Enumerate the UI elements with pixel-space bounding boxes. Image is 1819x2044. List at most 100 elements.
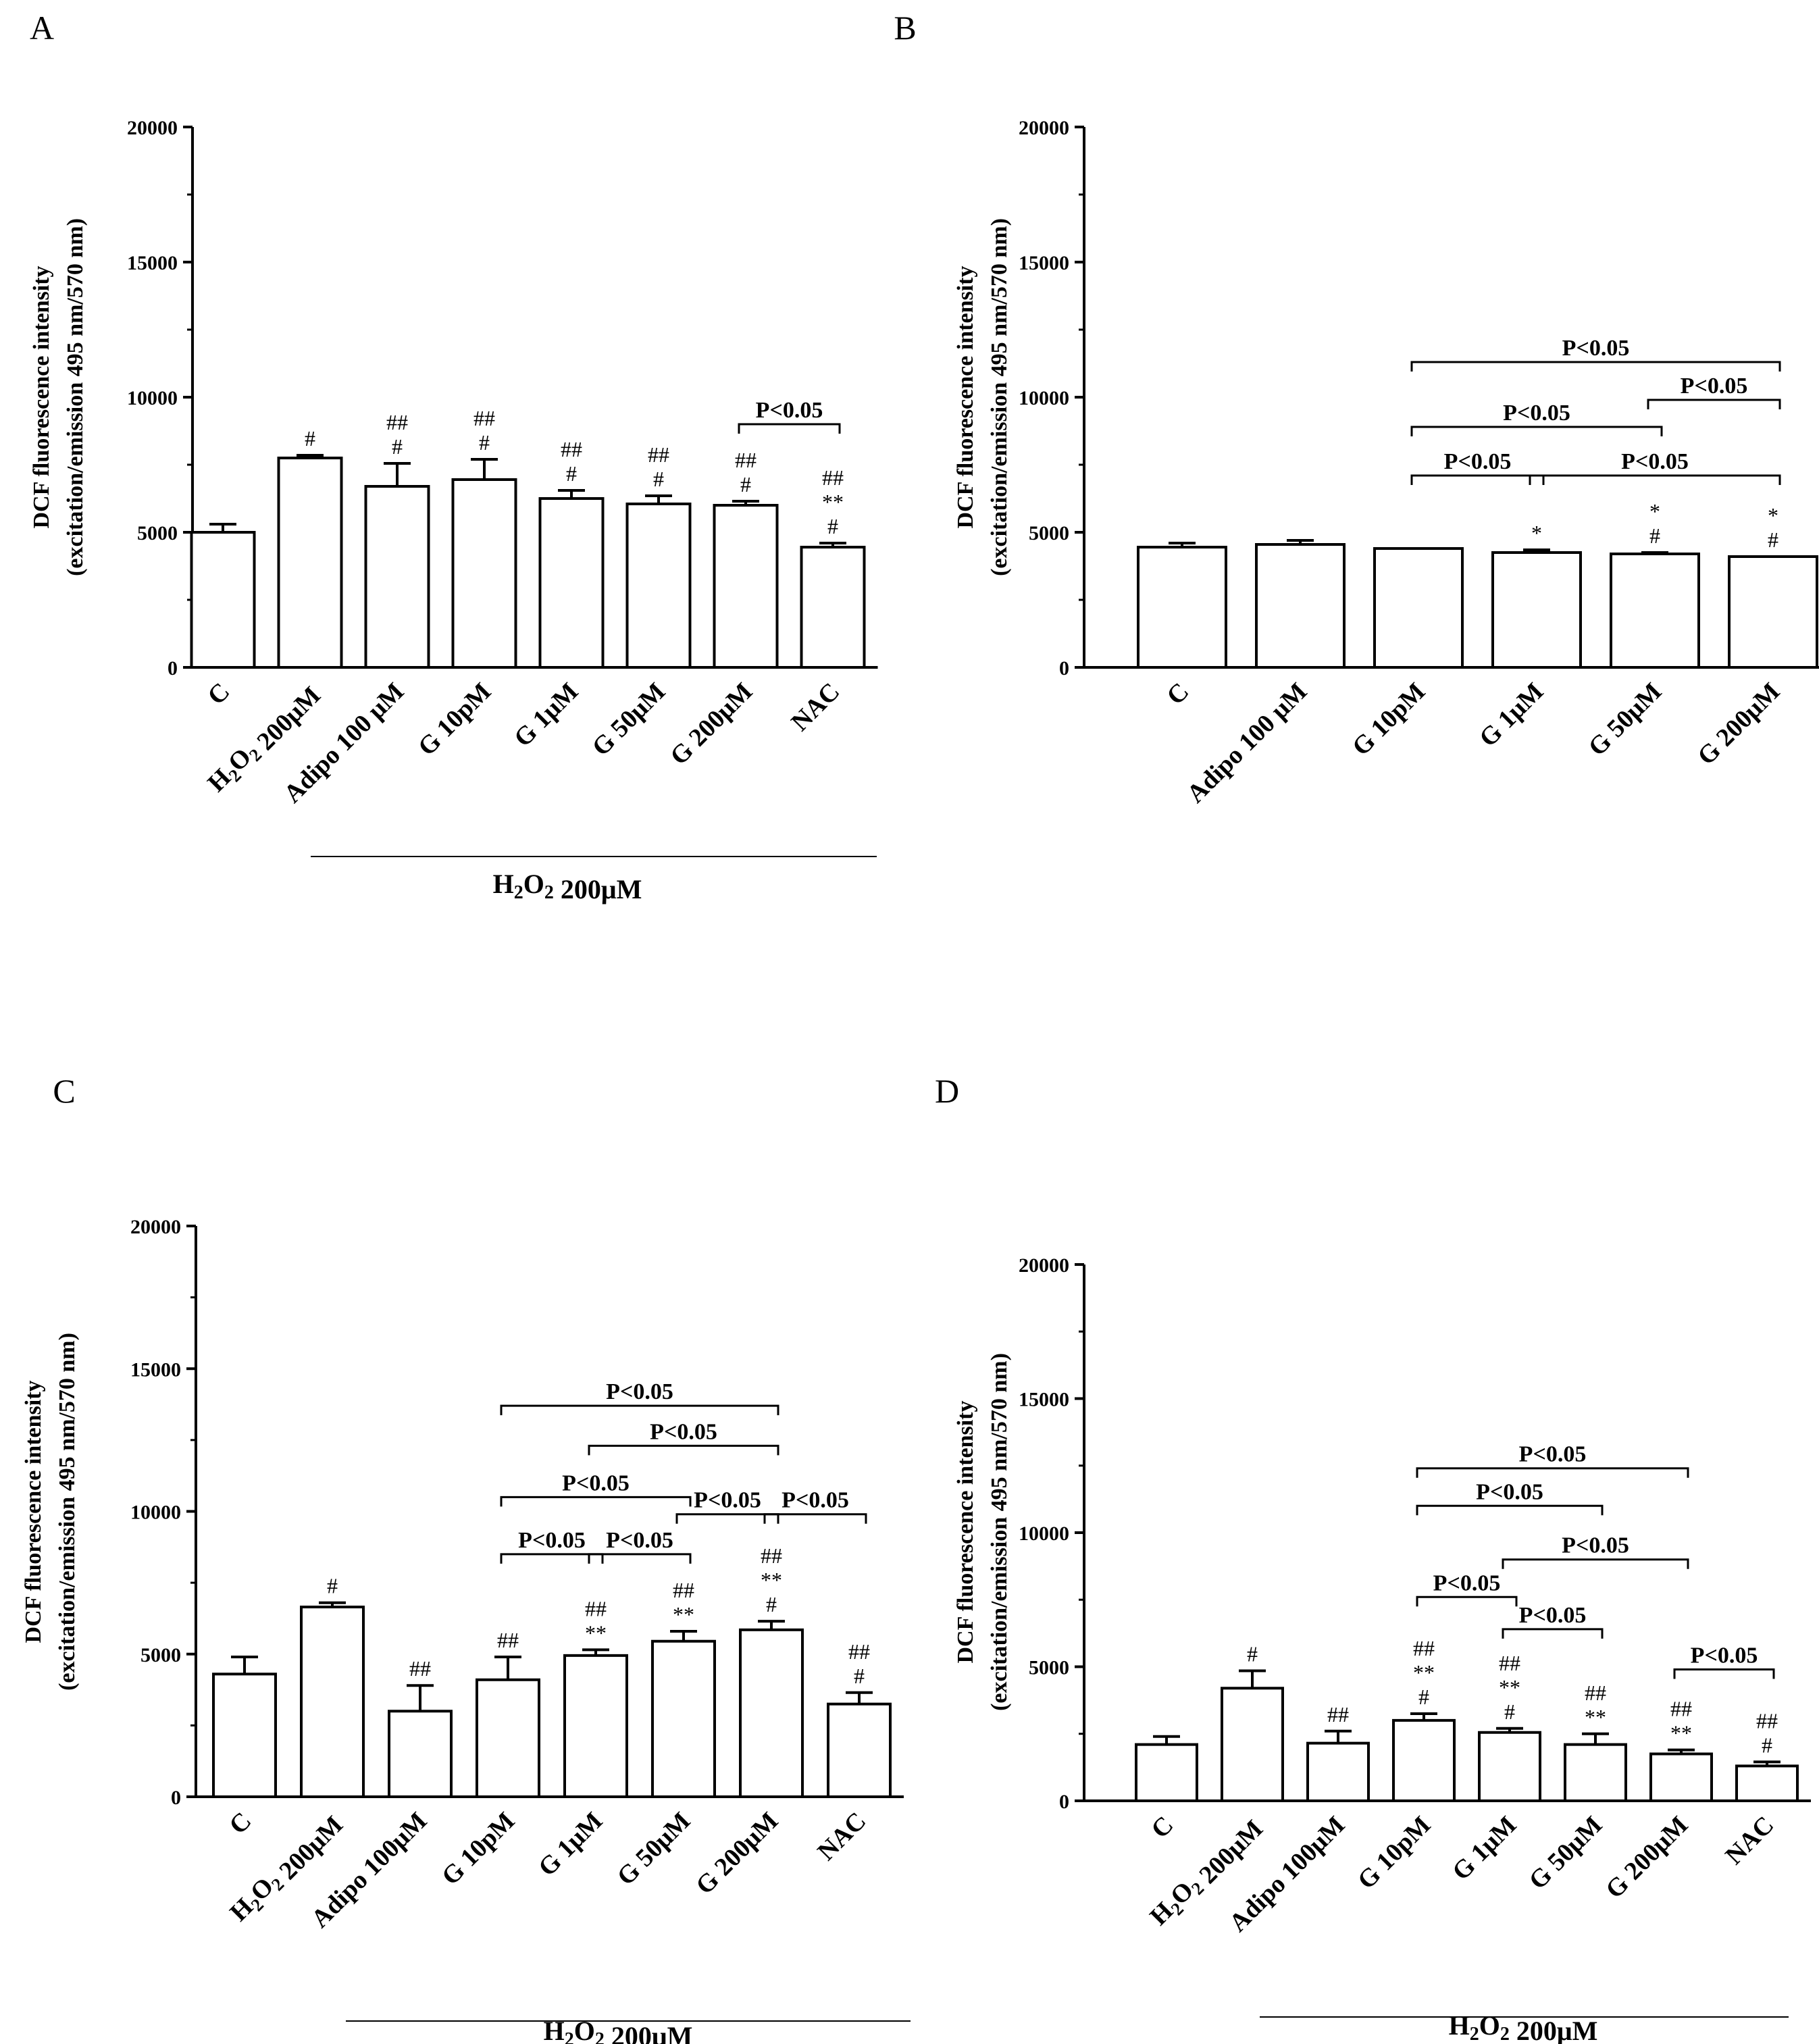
significance-bracket: [763, 1513, 867, 1524]
significance-mark: ##: [1327, 1702, 1349, 1727]
treatment-label: H2O2 200μM: [544, 2016, 693, 2044]
bar: [1735, 1764, 1799, 1802]
bar: [1478, 1731, 1541, 1802]
p-value-label: P<0.05: [650, 1419, 717, 1444]
significance-mark: #: [479, 430, 490, 455]
p-value-label: P<0.05: [1691, 1643, 1758, 1668]
treatment-label: H2O2 200μM: [1449, 2010, 1598, 2044]
x-category-label: G 10pM: [1347, 678, 1431, 761]
panel-A: A 0 5000 10000 15000 20000 DCF fluorescence in…: [29, 9, 878, 904]
y-tick-label: 10000: [1019, 1523, 1069, 1545]
x-category-label: G 50μM: [1583, 678, 1668, 762]
y-tick-label: 0: [171, 1787, 181, 1809]
y-tick-label: 10000: [127, 387, 178, 409]
significance-bracket: [500, 1404, 779, 1416]
panel-C: C 0 5000 10000 15000 20000 DCF fluorescence in…: [21, 1072, 911, 2044]
significance-mark: #: [854, 1664, 865, 1688]
bar: [476, 1678, 540, 1798]
y-tick-label: 0: [1059, 657, 1069, 680]
bar: [212, 1672, 277, 1798]
significance-mark: **: [822, 490, 844, 514]
x-category-label: G 50μM: [1524, 1811, 1608, 1895]
significance-mark: ##: [561, 437, 582, 461]
y-tick-label: 15000: [130, 1358, 181, 1381]
bar: [451, 478, 517, 669]
x-category-label: G 1μM: [533, 1807, 608, 1882]
significance-mark: *: [1649, 499, 1660, 523]
significance-mark: #: [327, 1574, 338, 1598]
significance-mark: ##: [848, 1639, 870, 1664]
panel-label: D: [935, 1072, 959, 1110]
significance-mark: ##: [497, 1628, 519, 1652]
p-value-label: P<0.05: [1621, 449, 1689, 474]
significance-mark: #: [305, 426, 315, 451]
p-value-label: P<0.05: [606, 1379, 673, 1404]
x-category-label: G 200μM: [1692, 678, 1785, 771]
bar: [625, 503, 692, 669]
significance-bracket: [1502, 1558, 1689, 1569]
significance-mark: **: [1413, 1660, 1435, 1685]
y-tick-label: 0: [168, 657, 178, 680]
p-value-label: P<0.05: [782, 1488, 849, 1513]
bar: [538, 497, 605, 669]
significance-mark: ##: [673, 1578, 694, 1602]
y-axis-label: DCF fluorescence intensity: [29, 265, 54, 528]
p-value-label: P<0.05: [1433, 1570, 1501, 1595]
significance-mark: #: [653, 467, 664, 491]
significance-mark: **: [761, 1568, 782, 1592]
bar: [827, 1702, 892, 1798]
bar: [1610, 553, 1700, 669]
y-tick-label: 5000: [140, 1644, 181, 1666]
y-tick-label: 5000: [137, 522, 178, 544]
y-axis-label-units: (excitation/emission 495 nm/570 nm): [63, 218, 88, 576]
significance-mark: #: [1418, 1685, 1429, 1709]
x-category-label: NAC: [812, 1807, 871, 1866]
x-category-label: G 10pM: [436, 1807, 520, 1891]
significance-mark: ##: [1585, 1681, 1606, 1705]
significance-bracket: [1416, 1504, 1604, 1516]
p-value-label: P<0.05: [562, 1471, 630, 1496]
bar: [739, 1628, 804, 1798]
bar: [1373, 547, 1464, 669]
panel-label: C: [53, 1072, 75, 1110]
x-category-label: G 1μM: [1447, 1811, 1522, 1886]
bar: [388, 1710, 453, 1798]
y-tick-label: 15000: [1019, 1389, 1069, 1411]
significance-mark: **: [1499, 1675, 1520, 1700]
bar: [300, 1606, 365, 1799]
p-value-label: P<0.05: [606, 1528, 673, 1553]
x-category-label: G 200μM: [665, 678, 758, 771]
x-category-label: G 10pM: [1352, 1811, 1436, 1895]
x-category-label: C: [224, 1807, 257, 1840]
p-value-label: P<0.05: [1444, 449, 1512, 474]
significance-mark: ##: [822, 465, 844, 490]
y-tick-label: 0: [1059, 1791, 1069, 1813]
significance-mark: #: [766, 1592, 777, 1616]
significance-bracket: [675, 1513, 779, 1524]
significance-mark: **: [673, 1602, 694, 1627]
x-category-label: C: [1146, 1811, 1179, 1844]
bar: [364, 485, 430, 669]
significance-mark: ##: [735, 448, 757, 472]
x-category-label: G 50μM: [587, 678, 671, 762]
x-category-label: G 10pM: [413, 678, 496, 761]
panel-D: D 0 5000 10000 15000 20000 DCF fluorescence in…: [935, 1072, 1811, 2044]
x-category-label: G 50μM: [612, 1807, 696, 1891]
x-category-label: C: [1161, 678, 1194, 711]
y-axis-label: DCF fluorescence intensity: [953, 1400, 978, 1663]
bar: [1137, 546, 1227, 669]
significance-mark: ##: [473, 406, 495, 430]
x-category-label: G 200μM: [1600, 1811, 1693, 1904]
significance-bracket: [500, 1553, 604, 1564]
y-tick-label: 20000: [1019, 117, 1069, 139]
bar: [277, 457, 343, 669]
bar: [1392, 1718, 1456, 1802]
x-category-label: G 200μM: [690, 1807, 784, 1900]
significance-mark: *: [1768, 503, 1778, 528]
significance-bracket: [588, 1444, 779, 1456]
significance-mark: ##: [1670, 1697, 1692, 1721]
bar: [1135, 1743, 1198, 1802]
significance-mark: #: [1247, 1641, 1258, 1666]
p-value-label: P<0.05: [1562, 1533, 1629, 1558]
